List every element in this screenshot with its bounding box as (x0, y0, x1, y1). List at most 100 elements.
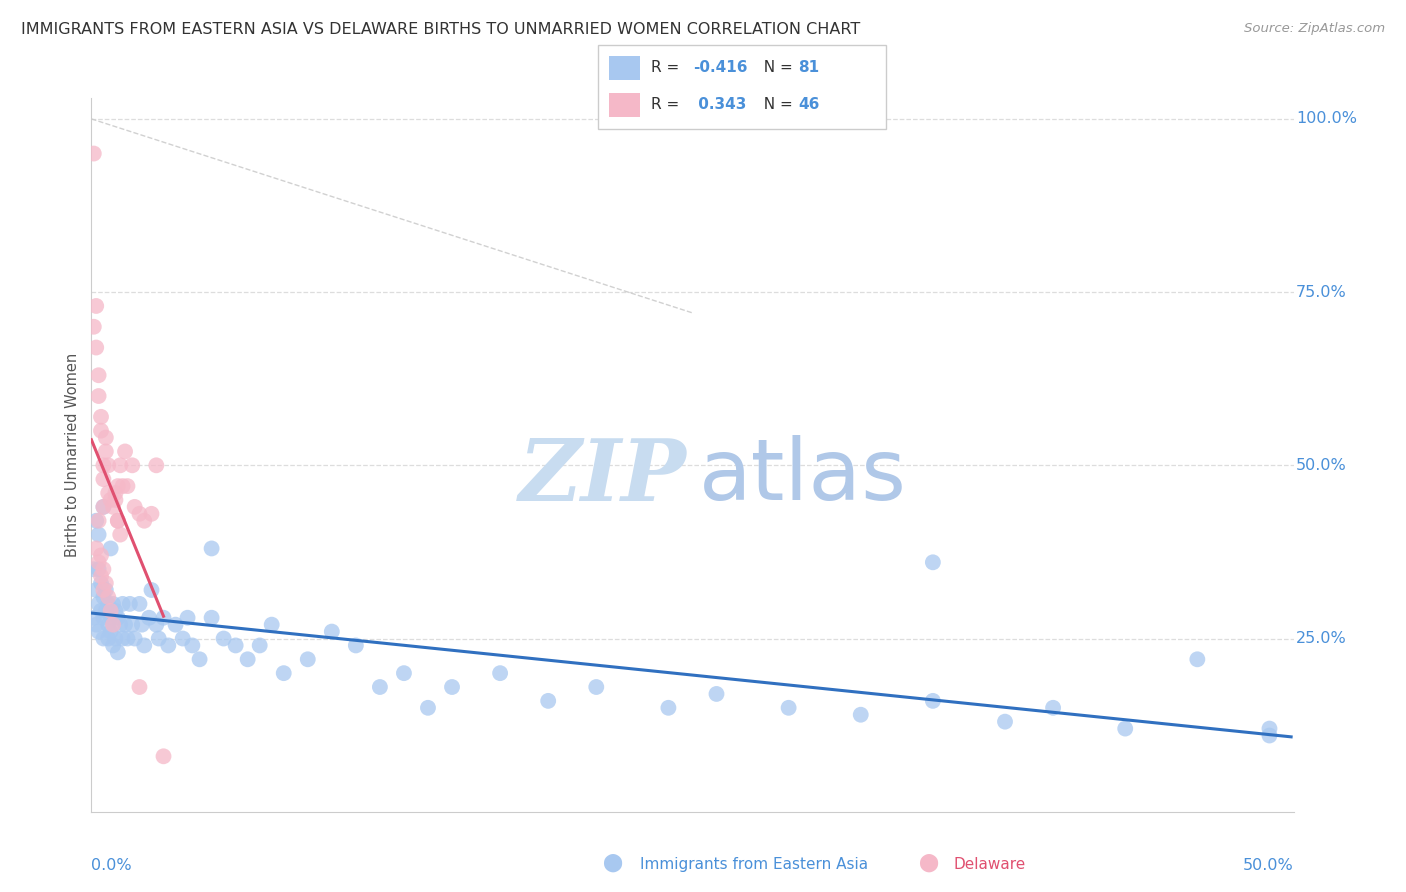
Point (93, 611, 115, 625)
Point (145, 458, 167, 473)
Point (849, 707, 872, 722)
Text: ⬤: ⬤ (918, 854, 938, 872)
Point (165, 617, 187, 632)
Point (84, 582, 107, 597)
Point (101, 639, 124, 653)
Point (128, 597, 150, 611)
Text: N =: N = (754, 61, 797, 75)
Point (134, 639, 156, 653)
Point (297, 652, 319, 666)
Point (111, 597, 134, 611)
Point (93, 590, 115, 604)
Point (84, 514, 107, 528)
Point (94, 431, 117, 445)
Point (104, 632, 127, 646)
Point (90, 424, 112, 438)
Point (416, 700, 439, 714)
Point (117, 632, 139, 646)
Point (104, 604, 127, 618)
Text: -0.416: -0.416 (693, 61, 748, 75)
Point (97, 617, 120, 632)
Text: 100.0%: 100.0% (1296, 112, 1357, 127)
Point (657, 700, 679, 714)
Text: N =: N = (754, 97, 797, 112)
Point (212, 632, 235, 646)
Point (994, 714, 1017, 729)
Point (138, 611, 160, 625)
Point (83, 319, 105, 334)
Text: Source: ZipAtlas.com: Source: ZipAtlas.com (1244, 22, 1385, 36)
Point (110, 527, 132, 541)
Point (93, 632, 115, 646)
Point (107, 479, 129, 493)
Point (93, 500, 115, 514)
Point (321, 624, 343, 639)
Point (145, 617, 167, 632)
Point (181, 639, 204, 653)
Text: 75.0%: 75.0% (1296, 285, 1347, 300)
Point (87, 527, 110, 541)
Point (110, 617, 132, 632)
Text: 50.0%: 50.0% (1296, 458, 1347, 473)
Text: 0.0%: 0.0% (91, 858, 132, 873)
Text: R =: R = (651, 61, 685, 75)
Point (90, 549, 112, 563)
Point (90, 409, 112, 424)
Point (118, 597, 141, 611)
Point (134, 514, 156, 528)
Point (93, 500, 115, 514)
Text: IMMIGRANTS FROM EASTERN ASIA VS DELAWARE BIRTHS TO UNMARRIED WOMEN CORRELATION C: IMMIGRANTS FROM EASTERN ASIA VS DELAWARE… (21, 22, 860, 37)
Point (101, 597, 124, 611)
Point (392, 666, 415, 681)
Point (107, 514, 129, 528)
Point (101, 500, 124, 514)
Point (97, 590, 120, 604)
Point (114, 617, 136, 632)
Point (260, 617, 283, 632)
Text: Immigrants from Eastern Asia: Immigrants from Eastern Asia (640, 857, 868, 872)
Point (104, 486, 127, 500)
Point (128, 507, 150, 521)
Text: Delaware: Delaware (953, 857, 1025, 872)
Point (84, 541, 107, 556)
Point (97, 597, 120, 611)
Point (83, 611, 105, 625)
Point (922, 694, 945, 708)
Point (141, 582, 163, 597)
Point (97, 458, 120, 473)
Point (100, 492, 122, 507)
Point (111, 479, 134, 493)
Point (489, 666, 512, 681)
Point (121, 458, 143, 473)
Point (104, 492, 127, 507)
Point (94, 576, 117, 591)
Point (141, 507, 163, 521)
Point (128, 680, 150, 694)
Point (148, 632, 170, 646)
Point (93, 582, 115, 597)
Text: 0.343: 0.343 (693, 97, 747, 112)
Point (778, 700, 800, 714)
Point (111, 632, 134, 646)
Legend:  (1275, 105, 1286, 116)
Text: 81: 81 (799, 61, 820, 75)
Point (176, 611, 198, 625)
Point (1258, 729, 1281, 743)
Text: atlas: atlas (699, 434, 907, 518)
Point (93, 458, 115, 473)
Text: ZIP: ZIP (519, 434, 686, 518)
Text: 50.0%: 50.0% (1243, 858, 1294, 873)
Point (83, 146, 105, 161)
Point (117, 479, 139, 493)
Point (225, 639, 247, 653)
Point (87, 389, 110, 403)
Text: 25.0%: 25.0% (1296, 631, 1347, 646)
Point (84, 617, 107, 632)
Point (87, 555, 110, 569)
Text: 46: 46 (799, 97, 820, 112)
Point (100, 611, 122, 625)
Point (87, 624, 110, 639)
Point (172, 632, 194, 646)
Point (87, 514, 110, 528)
Point (97, 632, 120, 646)
